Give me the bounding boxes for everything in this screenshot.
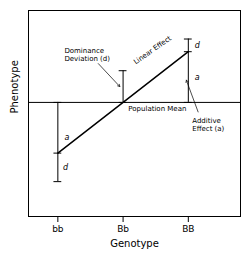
svg-text:Population Mean: Population Mean	[128, 105, 186, 113]
svg-text:Bb: Bb	[117, 224, 129, 234]
svg-text:Linear Effect: Linear Effect	[132, 34, 173, 66]
svg-text:Phenotype: Phenotype	[9, 60, 20, 113]
svg-text:d: d	[195, 41, 201, 50]
svg-text:DominanceDeviation (d): DominanceDeviation (d)	[64, 47, 110, 63]
svg-text:d: d	[63, 163, 69, 172]
svg-text:bb: bb	[52, 224, 64, 234]
svg-text:BB: BB	[182, 224, 194, 234]
svg-text:a: a	[195, 73, 200, 82]
svg-text:a: a	[64, 133, 69, 142]
svg-text:Genotype: Genotype	[110, 238, 159, 249]
svg-text:AdditiveEffect (a): AdditiveEffect (a)	[192, 117, 224, 133]
